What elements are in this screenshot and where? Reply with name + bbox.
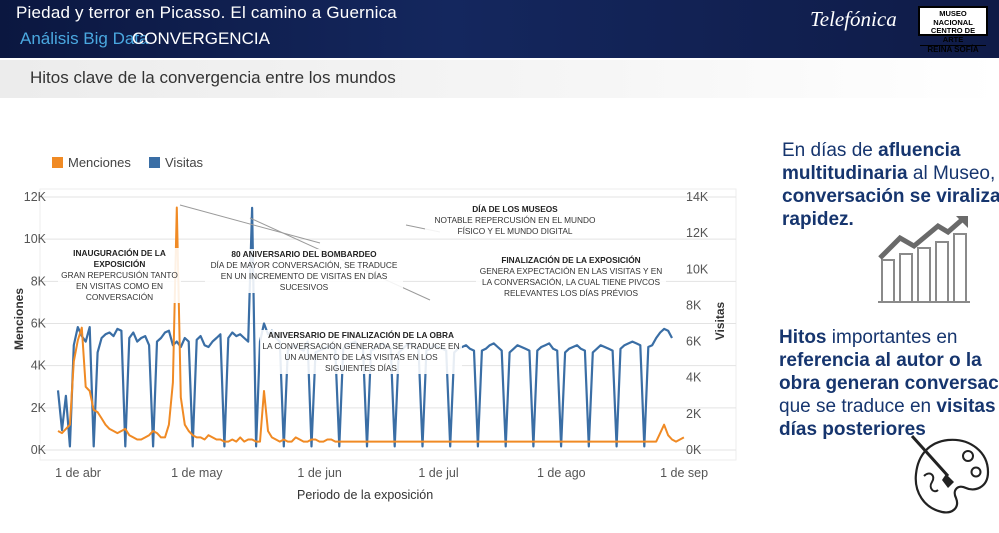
annotation-dia-museos-head: DÍA DE LOS MUSEOS — [472, 204, 558, 214]
subtitle-convergencia: CONVERGENCIA — [132, 29, 270, 48]
y-tick-label-left: 6K — [31, 317, 47, 331]
y-tick-label-right: 12K — [686, 226, 709, 240]
museo-logo-line-1: MUSEO NACIONAL — [933, 9, 973, 27]
y-axis-right-labels: 0K 2K 4K 6K 8K 10K 12K 14K — [686, 190, 709, 457]
annotation-80-aniversario-body: DÍA DE MAYOR CONVERSACIÓN, SE TRADUCE EN… — [210, 260, 398, 292]
y-tick-label-right: 8K — [686, 298, 702, 312]
y-tick-label-left: 12K — [24, 190, 47, 204]
insight-2-part-7: días posteriores — [779, 419, 926, 440]
annotation-inauguracion-head: INAUGURACIÓN DE LA EXPOSICIÓN — [73, 248, 166, 269]
legend-label-menciones: Menciones — [68, 155, 131, 170]
museo-logo-line-3: REINA SOFÍA — [920, 45, 986, 55]
y-tick-label-right: 4K — [686, 371, 702, 385]
x-tick-label: 1 de jun — [297, 466, 342, 480]
insight-1-part-2: afluencia — [878, 140, 961, 161]
legend-item-menciones: Menciones — [52, 155, 131, 170]
annotation-aniversario-obra-head: ANIVERSARIO DE FINALIZACIÓN DE LA OBRA — [268, 330, 454, 340]
x-tick-label: 1 de jul — [418, 466, 458, 480]
insight-2-part-1: Hitos — [779, 327, 827, 348]
insight-2-part-4: obra generan conversación — [779, 373, 999, 394]
y-tick-label-right: 14K — [686, 190, 709, 204]
paint-palette-icon — [910, 434, 990, 514]
x-tick-label: 1 de ago — [537, 466, 586, 480]
y-tick-label-right: 6K — [686, 335, 702, 349]
y-tick-label-left: 8K — [31, 274, 47, 288]
header-bar: Piedad y terror en Picasso. El camino a … — [0, 0, 999, 58]
insight-2-part-2: importantes en — [826, 327, 958, 348]
insight-1-part-1: En días de — [782, 140, 879, 161]
y-axis-right-title: Visitas — [713, 301, 728, 341]
plot-frame — [39, 188, 737, 461]
section-bar: Hitos clave de la convergencia entre los… — [0, 60, 999, 98]
telefonica-logo: Telefónica — [810, 7, 897, 31]
insight-1-part-7: rapidez. — [782, 209, 854, 230]
series-line-menciones — [57, 206, 685, 443]
y-tick-label-left: 10K — [24, 232, 47, 246]
insight-text-1: En días de afluencia multitudinaria al M… — [782, 139, 999, 231]
series-lines — [56, 206, 685, 448]
x-axis-title: Periodo de la exposición — [297, 488, 434, 502]
x-axis-labels: 1 de abr 1 de may 1 de jun 1 de jul 1 de ago… — [55, 466, 708, 480]
annotation-finalizacion: FINALIZACIÓN DE LA EXPOSICIÓN GENERA EXP… — [476, 255, 666, 299]
annotation-finalizacion-body: GENERA EXPECTACIÓN EN LAS VISITAS Y EN L… — [479, 266, 663, 298]
insight-2-part-3: referencia al autor o la — [779, 350, 982, 371]
subtitle-big-data: Análisis Big Data — [20, 29, 149, 48]
museo-reina-sofia-logo: MUSEO NACIONAL CENTRO DE ARTE REINA SOFÍ… — [918, 6, 988, 54]
y-tick-label-left: 0K — [31, 443, 47, 457]
annotation-aniversario-obra: ANIVERSARIO DE FINALIZACIÓN DE LA OBRA L… — [260, 330, 462, 374]
annotation-inauguracion-body: GRAN REPERCUSIÓN TANTO EN VISITAS COMO E… — [61, 270, 178, 302]
insight-2-part-6: visitas en — [936, 396, 999, 417]
annotation-80-aniversario: 80 ANIVERSARIO DEL BOMBARDEO DÍA DE MAYO… — [205, 249, 403, 293]
insight-1-part-4: al Museo, — [907, 163, 999, 184]
legend-swatch-menciones — [52, 157, 63, 168]
insight-2-part-5: que se traduce en — [779, 396, 937, 417]
y-tick-label-right: 2K — [686, 407, 702, 421]
legend-item-visitas: Visitas — [149, 155, 203, 170]
y-tick-label-left: 2K — [31, 401, 47, 415]
insight-1-part-3: multitudinaria — [782, 163, 908, 184]
series-line-visitas — [56, 206, 673, 448]
annotation-dia-museos: DÍA DE LOS MUSEOS NOTABLE REPERCUSIÓN EN… — [425, 204, 605, 237]
x-tick-label: 1 de abr — [55, 466, 101, 480]
y-tick-label-right: 10K — [686, 262, 709, 276]
legend-swatch-visitas — [149, 157, 160, 168]
y-axis-left-title: Menciones — [12, 287, 27, 351]
insight-1-part-6: conversación se viraliza con — [782, 186, 999, 207]
annotation-aniversario-obra-body: LA CONVERSACIÓN GENERADA SE TRADUCE EN U… — [262, 341, 460, 373]
y-axis-left-labels: 0K 2K 4K 6K 8K 10K 12K — [24, 190, 47, 457]
museo-logo-line-2: CENTRO DE ARTE — [930, 26, 976, 44]
annotation-80-aniversario-head: 80 ANIVERSARIO DEL BOMBARDEO — [231, 249, 377, 259]
y-tick-label-left: 4K — [31, 359, 47, 373]
annotation-dia-museos-body: NOTABLE REPERCUSIÓN EN EL MUNDO FÍSICO Y… — [434, 215, 596, 236]
annotation-leader-line — [179, 204, 321, 244]
insight-text-2: Hitos importantes en referencia al autor… — [779, 326, 999, 441]
bar-chart-trend-up-icon — [878, 216, 970, 303]
x-tick-label: 1 de sep — [660, 466, 708, 480]
gridlines — [39, 188, 737, 461]
annotation-finalizacion-head: FINALIZACIÓN DE LA EXPOSICIÓN — [501, 255, 641, 265]
y-tick-label-right: 0K — [686, 443, 702, 457]
legend-label-visitas: Visitas — [165, 155, 204, 170]
section-title: Hitos clave de la convergencia entre los… — [30, 68, 396, 87]
page-title: Piedad y terror en Picasso. El camino a … — [16, 3, 397, 22]
annotation-inauguracion: INAUGURACIÓN DE LA EXPOSICIÓN GRAN REPER… — [58, 248, 181, 303]
x-tick-label: 1 de may — [171, 466, 223, 480]
